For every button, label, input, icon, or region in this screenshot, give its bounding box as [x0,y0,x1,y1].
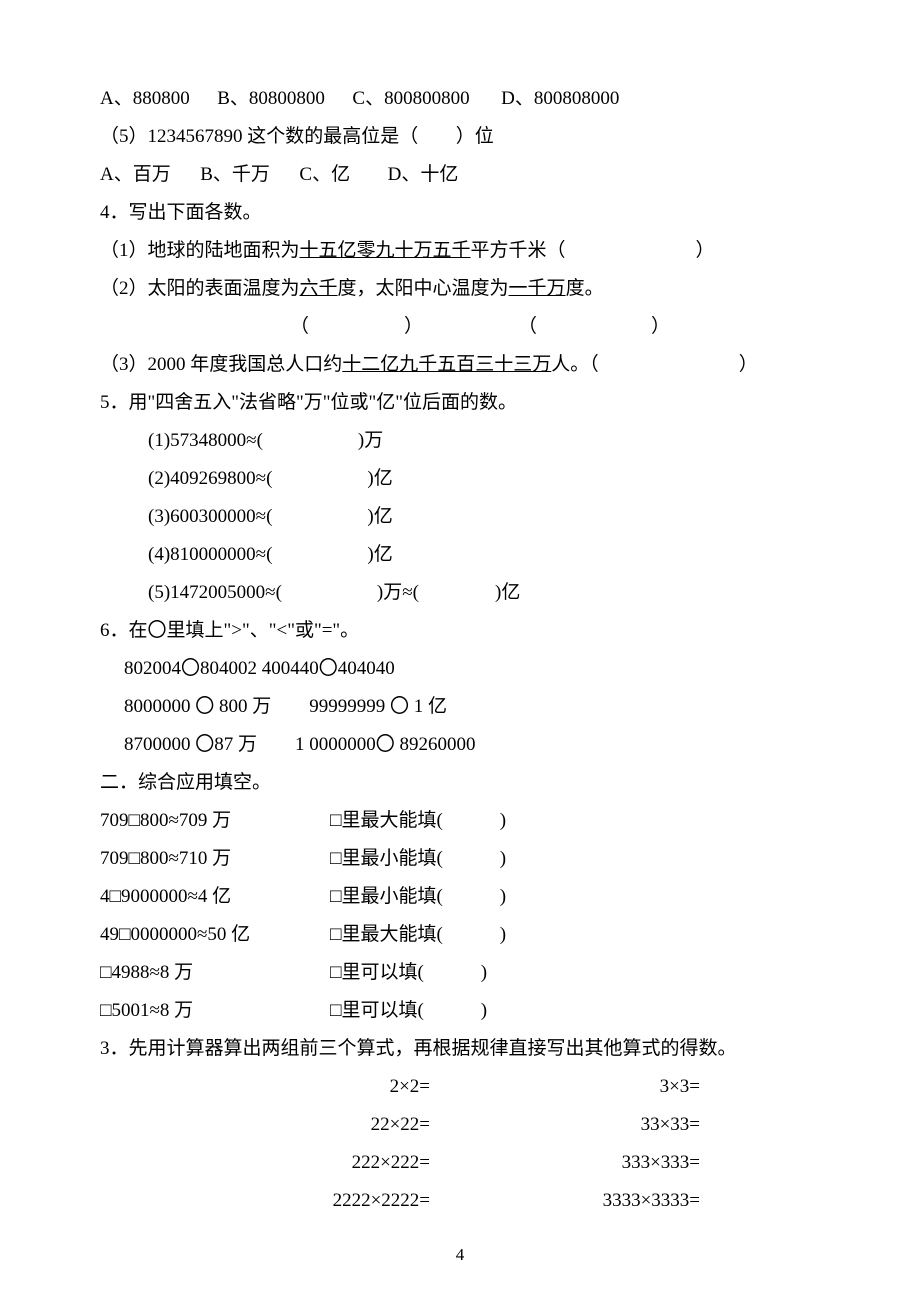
q5-opt-c: C、亿 [299,164,350,185]
s4-p3-a: （3）2000 年度我国总人口约 [100,354,342,375]
sec2-row: 709□800≈709 万□里最大能填( ) [100,802,820,840]
sec2-row-blank: □里最大能填( ) [330,802,820,840]
sec2-row-expr: □4988≈8 万 [100,954,330,992]
sec2-rows: 709□800≈709 万□里最大能填( )709□800≈710 万□里最小能… [100,802,820,1030]
sec2-row-blank: □里最大能填( ) [330,916,820,954]
q4-options: A、880800 B、80800800 C、800800800 D、800808… [100,80,820,118]
s6-l3: 8700000 〇87 万 1 0000000〇 89260000 [100,726,820,764]
s4-p2-b: 度，太阳中心温度为 [338,278,509,299]
q5-stem-left: （5）1234567890 这个数的最高位是（ [100,126,418,147]
s5-i1: (1)57348000≈( )万 [100,422,820,460]
s3b-row: 22×22=33×33= [170,1106,820,1144]
s5-i3: (3)600300000≈( )亿 [100,498,820,536]
q5-options: A、百万 B、千万 C、亿 D、十亿 [100,156,820,194]
q5-opt-a: A、百万 [100,164,171,185]
page: A、880800 B、80800800 C、800800800 D、800808… [0,0,920,1302]
s3b-right-expr: 333×333= [440,1144,710,1182]
s3b-left-expr: 2×2= [170,1068,440,1106]
s4-p2-u2: 一千万 [509,278,566,299]
page-number: 4 [0,1238,920,1272]
s3b-right-expr: 3333×3333= [440,1182,710,1220]
q5-opt-b: B、千万 [200,164,270,185]
sec2-row-blank: □里可以填( ) [330,992,820,1030]
s3b-rows: 2×2=3×3=22×22=33×33=222×222=333×333=2222… [100,1068,820,1220]
sec2-row: 709□800≈710 万□里最小能填( ) [100,840,820,878]
s3b-right-expr: 3×3= [440,1068,710,1106]
s5-i2: (2)409269800≈( )亿 [100,460,820,498]
sec2-row-blank: □里最小能填( ) [330,840,820,878]
s4-p1-a: （1）地球的陆地面积为 [100,240,300,261]
sec2-row-blank: □里可以填( ) [330,954,820,992]
s4-p2-u1: 六千 [300,278,338,299]
s4-title: 4．写出下面各数。 [100,194,820,232]
sec2-row-expr: 49□0000000≈50 亿 [100,916,330,954]
s4-p2-a: （2）太阳的表面温度为 [100,278,300,299]
sec2-row-expr: □5001≈8 万 [100,992,330,1030]
sec2-row-expr: 709□800≈710 万 [100,840,330,878]
sec2-row: □4988≈8 万□里可以填( ) [100,954,820,992]
s3b-row: 2222×2222=3333×3333= [170,1182,820,1220]
q5-opt-d: D、十亿 [388,164,459,185]
sec2-row: 4□9000000≈4 亿□里最小能填( ) [100,878,820,916]
sec2-row: □5001≈8 万□里可以填( ) [100,992,820,1030]
q4-opt-a: A、880800 [100,88,190,109]
q4-opt-d: D、800808000 [501,88,619,109]
s4-p3-c: ） [739,354,758,375]
s4-p2: （2）太阳的表面温度为六千度，太阳中心温度为一千万度。 [100,270,820,308]
s3b-right-expr: 33×33= [440,1106,710,1144]
s5-i4: (4)810000000≈( )亿 [100,536,820,574]
sec2-row-blank: □里最小能填( ) [330,878,820,916]
s4-p1-c: ） [696,240,715,261]
q4-opt-c: C、800800800 [352,88,469,109]
s3b-left-expr: 22×22= [170,1106,440,1144]
s3b-left-expr: 222×222= [170,1144,440,1182]
s3b-title: 3．先用计算器算出两组前三个算式，再根据规律直接写出其他算式的得数。 [100,1030,820,1068]
s4-p1-b: 平方千米（ [471,240,566,261]
s6-l2: 8000000 〇 800 万 99999999 〇 1 亿 [100,688,820,726]
s4-p1: （1）地球的陆地面积为十五亿零九十万五千平方千米（ ） [100,232,820,270]
s4-p1-u: 十五亿零九十万五千 [300,240,471,261]
s4-p2-c: 度。 [566,278,604,299]
s5-i5: (5)1472005000≈( )万≈( )亿 [100,574,820,612]
sec2-row-expr: 709□800≈709 万 [100,802,330,840]
s3b-row: 2×2=3×3= [170,1068,820,1106]
q5-stem: （5）1234567890 这个数的最高位是（ ）位 [100,118,820,156]
s6-title: 6．在〇里填上">"、"<"或"="。 [100,612,820,650]
s5-title: 5．用"四舍五入"法省略"万"位或"亿"位后面的数。 [100,384,820,422]
s4-p2-brackets: （ ） （ ） [100,308,820,346]
s3b-row: 222×222=333×333= [170,1144,820,1182]
s3b-left-expr: 2222×2222= [170,1182,440,1220]
sec2-row: 49□0000000≈50 亿□里最大能填( ) [100,916,820,954]
s4-p3-b: 人。（ [551,354,599,375]
sec2-title: 二．综合应用填空。 [100,764,820,802]
s4-p3-u: 十二亿九千五百三十三万 [342,354,551,375]
s4-p3: （3）2000 年度我国总人口约十二亿九千五百三十三万人。（ ） [100,346,820,384]
q5-stem-right: ）位 [456,126,494,147]
s6-l1: 802004〇804002 400440〇404040 [100,650,820,688]
sec2-row-expr: 4□9000000≈4 亿 [100,878,330,916]
q4-opt-b: B、80800800 [217,88,325,109]
